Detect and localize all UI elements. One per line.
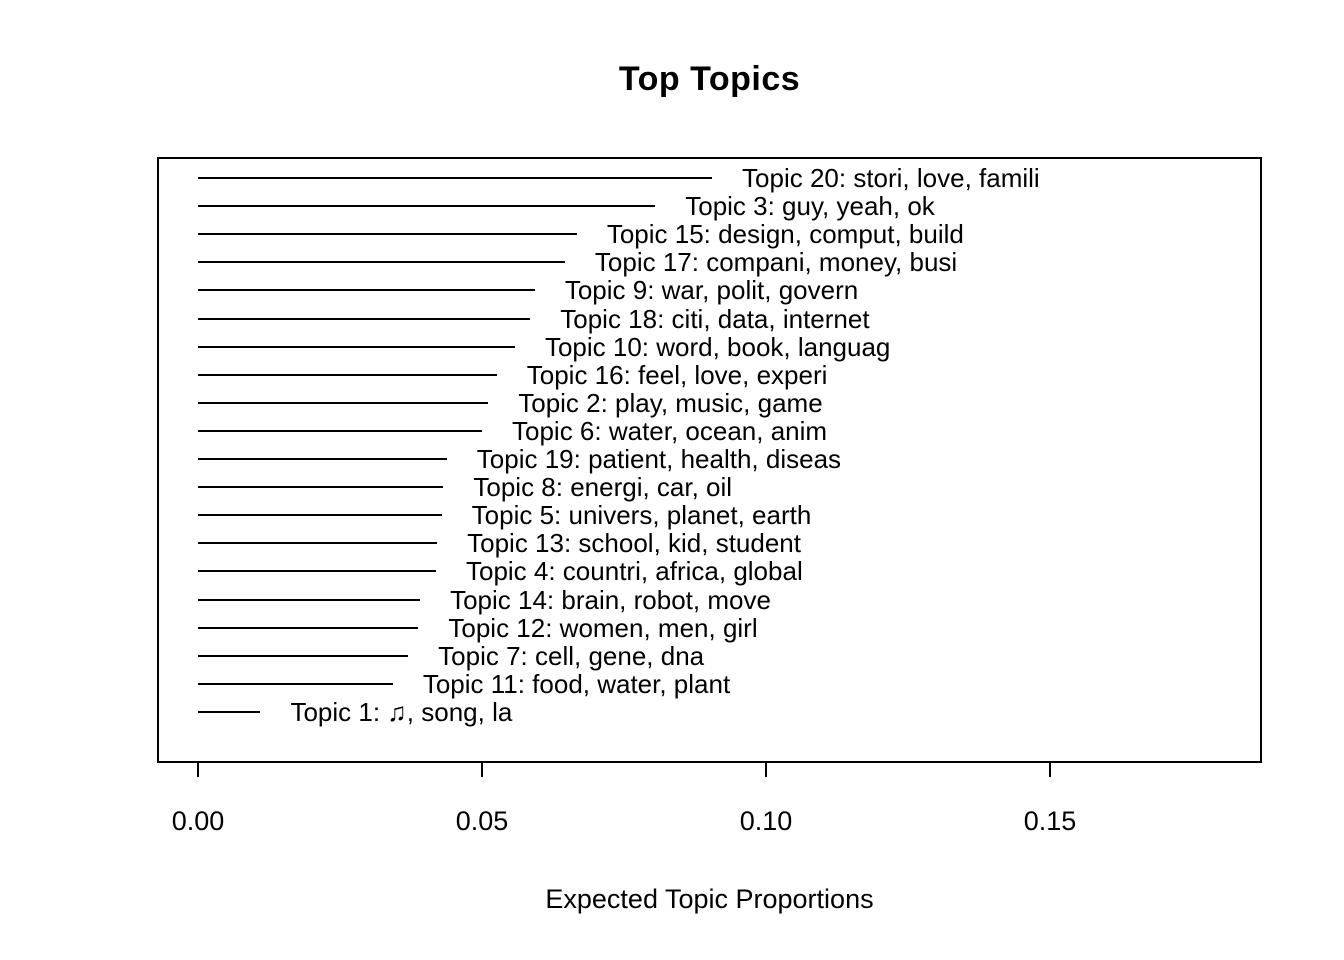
topic-line: [198, 682, 393, 685]
x-axis-tick-label: 0.05: [455, 806, 509, 836]
topic-label: Topic 12: women, men, girl: [448, 612, 758, 643]
topic-label: Topic 3: guy, yeah, ok: [685, 191, 935, 222]
topic-line: [198, 373, 497, 376]
topic-label: Topic 20: stori, love, famili: [742, 163, 1040, 193]
topic-line: [198, 401, 489, 404]
topic-label: Topic 14: brain, robot, move: [450, 584, 771, 615]
plot-area: [157, 157, 1262, 763]
topic-line: [198, 486, 444, 489]
topic-line: [198, 458, 447, 460]
topic-label: Topic 7: cell, gene, dna: [438, 640, 705, 671]
topic-label: Topic 5: univers, planet, earth: [471, 500, 812, 531]
x-axis-tick: [765, 763, 767, 777]
topic-line: [198, 345, 515, 348]
x-axis-tick-label: 0.00: [171, 806, 225, 836]
topic-line: [198, 177, 713, 179]
x-axis-tick-label: 0.10: [739, 806, 793, 836]
topic-line: [198, 205, 656, 208]
topic-line: [198, 710, 261, 713]
topic-line: [198, 514, 442, 517]
topic-label: Topic 6: water, ocean, anim: [512, 415, 828, 446]
topic-line: [198, 570, 436, 573]
topic-line: [198, 429, 482, 432]
topic-line: [198, 542, 438, 545]
topic-label: Topic 1: ♫, song, la: [290, 696, 513, 727]
x-axis-tick: [481, 763, 483, 777]
topic-label: Topic 18: citi, data, internet: [560, 303, 870, 334]
topic-label: Topic 9: war, polit, govern: [564, 275, 859, 306]
topic-line: [198, 626, 419, 629]
topic-line: [198, 598, 421, 601]
topic-label: Topic 2: play, music, game: [518, 387, 823, 418]
chart-title: Top Topics: [618, 60, 801, 98]
topic-line: [198, 654, 409, 657]
topic-label: Topic 4: countri, africa, global: [465, 556, 803, 587]
topic-label: Topic 17: compani, money, busi: [594, 247, 958, 278]
topic-line: [198, 289, 535, 292]
topic-label: Topic 16: feel, love, experi: [526, 359, 828, 390]
x-axis-title: Expected Topic Proportions: [545, 884, 874, 914]
x-axis-tick: [1049, 763, 1051, 777]
x-axis-tick-label: 0.15: [1023, 806, 1077, 836]
topic-label: Topic 19: patient, health, diseas: [476, 444, 842, 474]
topic-label: Topic 8: energi, car, oil: [473, 472, 733, 503]
x-axis-tick: [197, 763, 199, 777]
topic-label: Topic 10: word, book, languag: [544, 331, 891, 362]
topic-label: Topic 13: school, kid, student: [467, 528, 801, 559]
topic-label: Topic 15: design, comput, build: [606, 219, 964, 250]
topic-label: Topic 11: food, water, plant: [422, 668, 731, 699]
topic-line: [198, 233, 577, 236]
topic-line: [198, 317, 531, 320]
topic-line: [198, 261, 565, 264]
